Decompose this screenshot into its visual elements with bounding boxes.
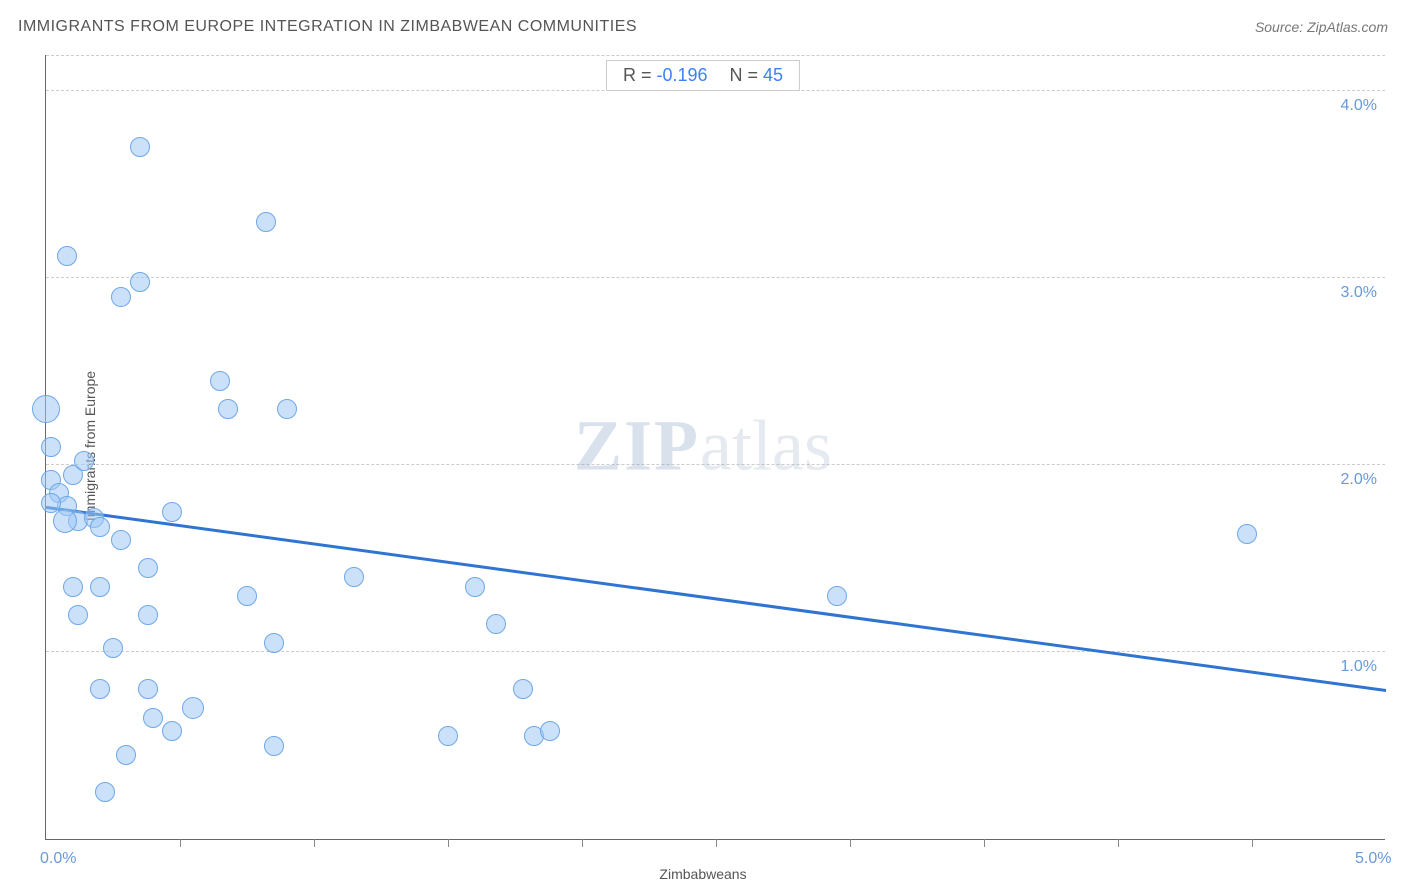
data-point	[1237, 524, 1257, 544]
data-point	[344, 567, 364, 587]
x-tick	[984, 839, 985, 847]
data-point	[90, 517, 110, 537]
data-point	[57, 246, 77, 266]
x-tick-min-label: 0.0%	[40, 850, 76, 868]
plot-area: 1.0% 2.0% 3.0% 4.0%	[45, 55, 1385, 840]
data-point	[540, 721, 560, 741]
data-point	[116, 745, 136, 765]
y-tick-label: 2.0%	[1341, 471, 1377, 489]
x-tick	[582, 839, 583, 847]
data-point	[63, 577, 83, 597]
chart-source: Source: ZipAtlas.com	[1255, 19, 1388, 35]
stats-box: R = -0.196 N = 45	[606, 60, 800, 91]
data-point	[182, 697, 204, 719]
chart-title: IMMIGRANTS FROM EUROPE INTEGRATION IN ZI…	[18, 18, 637, 36]
data-point	[41, 437, 61, 457]
data-point	[111, 287, 131, 307]
data-point	[277, 399, 297, 419]
stat-r-value: -0.196	[656, 65, 707, 85]
data-point	[264, 736, 284, 756]
data-point	[827, 586, 847, 606]
gridline	[46, 55, 1385, 56]
data-point	[74, 451, 94, 471]
chart-header: IMMIGRANTS FROM EUROPE INTEGRATION IN ZI…	[18, 18, 1388, 36]
y-tick-label: 1.0%	[1341, 658, 1377, 676]
data-point	[68, 605, 88, 625]
x-tick	[850, 839, 851, 847]
gridline	[46, 651, 1385, 652]
data-point	[256, 212, 276, 232]
data-point	[130, 137, 150, 157]
data-point	[264, 633, 284, 653]
data-point	[53, 509, 77, 533]
data-point	[111, 530, 131, 550]
x-tick	[1118, 839, 1119, 847]
data-point	[162, 721, 182, 741]
data-point	[513, 679, 533, 699]
stat-r: R = -0.196	[623, 65, 708, 86]
source-name: ZipAtlas.com	[1307, 19, 1388, 35]
gridline	[46, 277, 1385, 278]
x-tick	[1252, 839, 1253, 847]
data-point	[486, 614, 506, 634]
stat-n-label: N =	[730, 65, 764, 85]
x-tick	[448, 839, 449, 847]
source-prefix: Source:	[1255, 19, 1307, 35]
data-point	[138, 605, 158, 625]
data-point	[143, 708, 163, 728]
x-tick	[314, 839, 315, 847]
data-point	[237, 586, 257, 606]
x-tick	[716, 839, 717, 847]
x-tick	[180, 839, 181, 847]
data-point	[138, 679, 158, 699]
data-point	[210, 371, 230, 391]
y-tick-label: 4.0%	[1341, 97, 1377, 115]
y-tick-label: 3.0%	[1341, 284, 1377, 302]
data-point	[90, 577, 110, 597]
data-point	[103, 638, 123, 658]
data-point	[95, 782, 115, 802]
data-point	[32, 395, 60, 423]
data-point	[162, 502, 182, 522]
data-point	[218, 399, 238, 419]
stat-n-value: 45	[763, 65, 783, 85]
data-point	[465, 577, 485, 597]
data-point	[90, 679, 110, 699]
data-point	[138, 558, 158, 578]
x-axis-label: Zimbabweans	[659, 866, 746, 882]
x-tick-max-label: 5.0%	[1355, 850, 1391, 868]
stat-n: N = 45	[730, 65, 784, 86]
trendline	[46, 55, 1386, 840]
stat-r-label: R =	[623, 65, 657, 85]
data-point	[130, 272, 150, 292]
gridline	[46, 464, 1385, 465]
data-point	[438, 726, 458, 746]
